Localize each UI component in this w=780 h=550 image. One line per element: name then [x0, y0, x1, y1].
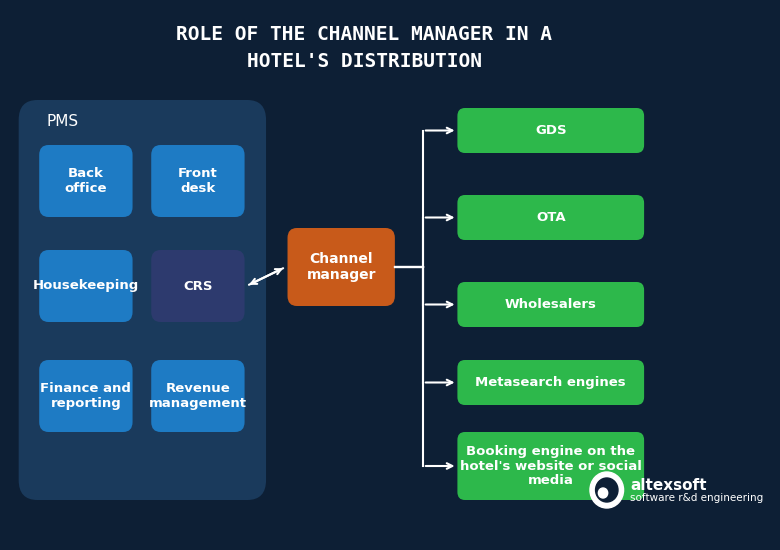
FancyBboxPatch shape: [457, 432, 644, 500]
FancyBboxPatch shape: [151, 360, 245, 432]
Text: OTA: OTA: [536, 211, 566, 224]
Text: Front
desk: Front desk: [178, 167, 218, 195]
Text: GDS: GDS: [535, 124, 566, 137]
FancyBboxPatch shape: [457, 108, 644, 153]
Text: Channel
manager: Channel manager: [307, 252, 376, 282]
Text: altexsoft: altexsoft: [630, 477, 707, 492]
FancyBboxPatch shape: [288, 228, 395, 306]
Text: Revenue
management: Revenue management: [149, 382, 247, 410]
FancyBboxPatch shape: [39, 145, 133, 217]
Circle shape: [590, 472, 623, 508]
Text: Housekeeping: Housekeeping: [33, 279, 139, 293]
Text: Back
office: Back office: [65, 167, 107, 195]
FancyBboxPatch shape: [457, 282, 644, 327]
Text: CRS: CRS: [183, 279, 213, 293]
FancyBboxPatch shape: [39, 250, 133, 322]
FancyBboxPatch shape: [457, 195, 644, 240]
FancyBboxPatch shape: [151, 145, 245, 217]
FancyBboxPatch shape: [151, 250, 245, 322]
Text: Metasearch engines: Metasearch engines: [476, 376, 626, 389]
Text: PMS: PMS: [47, 114, 79, 129]
Text: Wholesalers: Wholesalers: [505, 298, 597, 311]
FancyBboxPatch shape: [19, 100, 266, 500]
Text: Booking engine on the
hotel's website or social
media: Booking engine on the hotel's website or…: [460, 444, 642, 487]
Text: ROLE OF THE CHANNEL MANAGER IN A
HOTEL'S DISTRIBUTION: ROLE OF THE CHANNEL MANAGER IN A HOTEL'S…: [176, 25, 552, 71]
FancyBboxPatch shape: [457, 360, 644, 405]
FancyBboxPatch shape: [39, 360, 133, 432]
Circle shape: [596, 478, 618, 502]
Text: software r&d engineering: software r&d engineering: [630, 493, 764, 503]
Circle shape: [598, 488, 608, 498]
Text: Finance and
reporting: Finance and reporting: [41, 382, 131, 410]
